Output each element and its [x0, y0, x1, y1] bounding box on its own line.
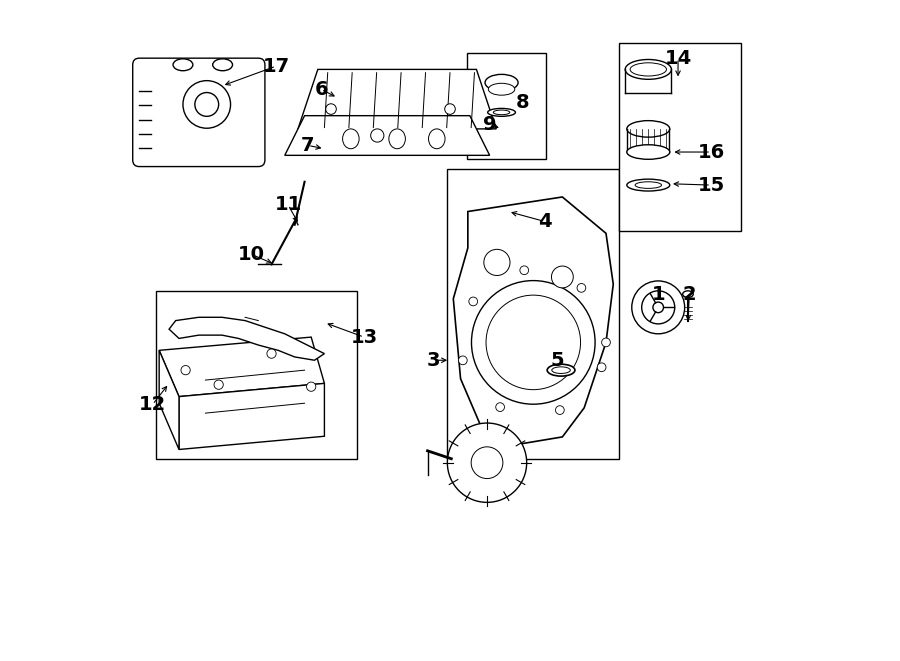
- Circle shape: [195, 93, 219, 116]
- Circle shape: [598, 363, 606, 371]
- Circle shape: [326, 104, 337, 114]
- Circle shape: [520, 266, 528, 274]
- Text: 10: 10: [238, 245, 266, 264]
- Ellipse shape: [552, 367, 571, 373]
- Ellipse shape: [493, 110, 509, 115]
- Circle shape: [267, 349, 276, 358]
- Polygon shape: [284, 116, 490, 155]
- Text: 7: 7: [302, 136, 315, 155]
- Text: 2: 2: [682, 285, 696, 303]
- Text: 13: 13: [350, 328, 378, 346]
- Polygon shape: [159, 350, 179, 449]
- Ellipse shape: [343, 129, 359, 149]
- Circle shape: [472, 281, 595, 404]
- Text: 1: 1: [652, 285, 665, 303]
- Circle shape: [652, 302, 663, 313]
- Text: 11: 11: [274, 196, 302, 214]
- Text: 9: 9: [483, 115, 497, 134]
- Polygon shape: [179, 383, 324, 449]
- Ellipse shape: [626, 121, 670, 137]
- Text: 6: 6: [314, 80, 328, 98]
- Text: 15: 15: [698, 176, 724, 194]
- Bar: [466, 53, 545, 159]
- Text: 4: 4: [537, 212, 552, 231]
- Circle shape: [486, 295, 580, 390]
- Ellipse shape: [683, 291, 693, 297]
- Circle shape: [642, 291, 675, 324]
- Ellipse shape: [488, 108, 516, 116]
- Bar: [446, 169, 618, 459]
- Circle shape: [458, 356, 467, 365]
- Polygon shape: [159, 337, 324, 397]
- Circle shape: [632, 281, 685, 334]
- Text: 17: 17: [263, 57, 290, 75]
- Circle shape: [577, 284, 586, 292]
- Ellipse shape: [389, 129, 405, 149]
- Polygon shape: [454, 197, 613, 444]
- Ellipse shape: [173, 59, 193, 71]
- Text: 3: 3: [427, 351, 440, 369]
- Circle shape: [214, 380, 223, 389]
- Circle shape: [447, 423, 526, 502]
- Circle shape: [371, 129, 384, 142]
- Ellipse shape: [489, 83, 515, 95]
- Circle shape: [181, 366, 190, 375]
- Polygon shape: [298, 69, 496, 129]
- Circle shape: [496, 403, 505, 411]
- FancyBboxPatch shape: [132, 58, 265, 167]
- Bar: [156, 291, 357, 459]
- Ellipse shape: [547, 364, 575, 376]
- Ellipse shape: [626, 145, 670, 159]
- Circle shape: [445, 104, 455, 114]
- Ellipse shape: [626, 179, 670, 191]
- Ellipse shape: [635, 182, 662, 188]
- Ellipse shape: [212, 59, 232, 71]
- Ellipse shape: [428, 129, 445, 149]
- Ellipse shape: [626, 59, 671, 79]
- Circle shape: [469, 297, 478, 306]
- Circle shape: [555, 406, 564, 414]
- Circle shape: [472, 447, 503, 479]
- Circle shape: [307, 382, 316, 391]
- Text: 5: 5: [551, 351, 564, 369]
- Circle shape: [552, 266, 573, 288]
- Ellipse shape: [485, 74, 518, 91]
- Ellipse shape: [630, 63, 667, 76]
- Circle shape: [484, 249, 510, 276]
- Polygon shape: [169, 317, 324, 360]
- Circle shape: [183, 81, 230, 128]
- Text: 12: 12: [139, 395, 166, 414]
- Text: 16: 16: [698, 143, 724, 161]
- Circle shape: [601, 338, 610, 347]
- Text: 8: 8: [516, 93, 529, 112]
- Bar: [618, 43, 741, 231]
- Text: 14: 14: [664, 49, 692, 67]
